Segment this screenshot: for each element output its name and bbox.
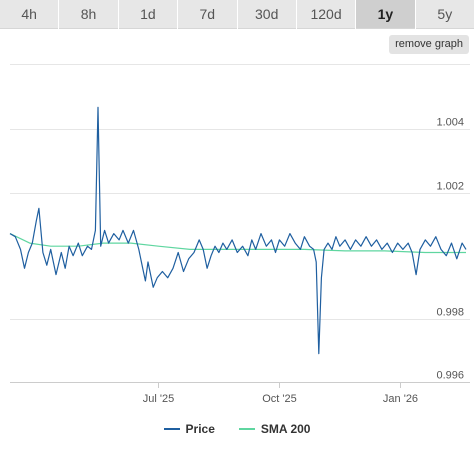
x-tick-label: Jan '26 <box>383 393 418 405</box>
x-tick-label: Jul '25 <box>143 393 174 405</box>
remove-graph-button[interactable]: remove graph <box>389 35 469 54</box>
tab-120d[interactable]: 120d <box>296 0 356 29</box>
tab-5y[interactable]: 5y <box>415 0 474 29</box>
timeframe-tabs: 4h 8h 1d 7d 30d 120d 1y 5y <box>0 0 474 29</box>
legend-label-price: Price <box>185 422 215 436</box>
x-tick-label: Oct '25 <box>262 393 297 405</box>
y-tick-label: 0.996 <box>436 370 464 382</box>
tab-30d[interactable]: 30d <box>237 0 296 29</box>
sma-series-line <box>9 233 466 254</box>
legend-item-sma[interactable]: SMA 200 <box>238 420 311 438</box>
price-line-swatch <box>163 428 180 430</box>
y-tick-label: 1.002 <box>436 181 464 193</box>
tab-8h[interactable]: 8h <box>59 0 118 29</box>
legend-item-price[interactable]: Price <box>163 420 215 438</box>
sma-line-swatch <box>238 428 255 430</box>
price-series-line <box>9 106 467 355</box>
y-tick-label: 1.004 <box>436 117 464 129</box>
legend-label-sma: SMA 200 <box>260 422 311 436</box>
tab-1y[interactable]: 1y <box>356 0 415 29</box>
chart-legend: Price SMA 200 <box>0 420 474 438</box>
tab-1d[interactable]: 1d <box>118 0 178 29</box>
tab-7d[interactable]: 7d <box>178 0 237 29</box>
price-chart: 0.996 0.998 1.002 1.004 Jul '25 Oct '25 Jan '2… <box>9 64 470 405</box>
tab-4h[interactable]: 4h <box>0 0 59 29</box>
y-tick-label: 0.998 <box>436 307 464 319</box>
